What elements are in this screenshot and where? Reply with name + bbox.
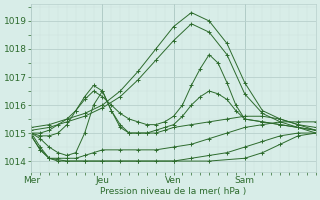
X-axis label: Pression niveau de la mer( hPa ): Pression niveau de la mer( hPa )	[100, 187, 247, 196]
